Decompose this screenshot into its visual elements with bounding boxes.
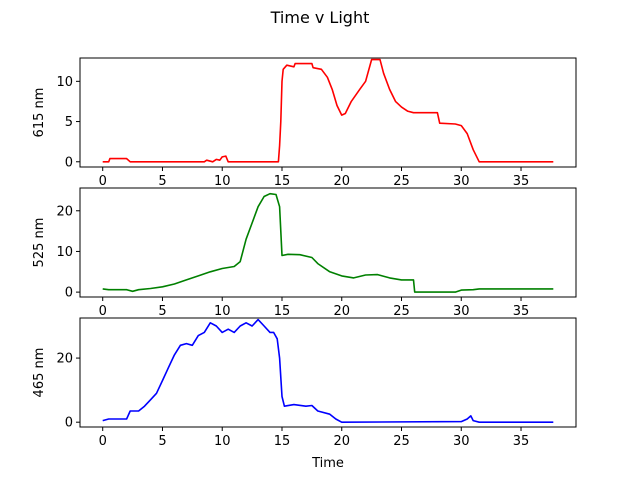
y-tick-label: 0 (65, 416, 73, 431)
y-axis-label: 525 nm (32, 218, 47, 268)
subplot-2: 0 5 10 15 20 25 30 35 0 10 20 525 nm (32, 187, 577, 319)
x-tick-label: 15 (274, 434, 291, 449)
plot-frame (79, 317, 577, 428)
chart-title: Time v Light (270, 8, 370, 27)
x-tick-label: 10 (214, 304, 231, 319)
x-tick-label: 0 (99, 304, 107, 319)
x-tick-label: 20 (333, 174, 350, 189)
series-line (102, 58, 554, 163)
subplot-1: 0 5 10 15 20 25 30 35 0 5 10 615 nm (32, 57, 577, 189)
x-tick-label: 35 (513, 304, 530, 319)
y-axis-label: 615 nm (32, 88, 47, 138)
y-axis-label: 465 nm (32, 348, 47, 398)
series-line (102, 192, 554, 293)
x-tick-label: 25 (393, 434, 410, 449)
y-tick-label: 0 (65, 286, 73, 301)
subplot-3: 0 5 10 15 20 25 30 35 0 20 465 nm (32, 317, 577, 449)
x-tick-label: 25 (393, 304, 410, 319)
y-tick-label: 20 (56, 352, 73, 367)
x-tick-label: 5 (158, 304, 166, 319)
x-tick-label: 0 (99, 174, 107, 189)
x-tick-label: 35 (513, 434, 530, 449)
x-tick-label: 0 (99, 434, 107, 449)
x-tick-label: 35 (513, 174, 530, 189)
x-tick-label: 15 (274, 174, 291, 189)
plot-frame (79, 187, 577, 298)
plot-frame (79, 57, 577, 168)
x-tick-label: 20 (333, 304, 350, 319)
y-tick-label: 10 (56, 245, 73, 260)
x-tick-label: 10 (214, 434, 231, 449)
subplots: 0 5 10 15 20 25 30 35 0 5 10 615 nm 0 5 10 15 20 25 30 35 0 1… (32, 57, 577, 449)
x-tick-label: 30 (453, 434, 470, 449)
x-tick-label: 20 (333, 434, 350, 449)
x-tick-label: 30 (453, 304, 470, 319)
y-tick-label: 0 (65, 155, 73, 170)
x-tick-label: 5 (158, 174, 166, 189)
y-tick-label: 10 (56, 75, 73, 90)
x-tick-label: 25 (393, 174, 410, 189)
x-tick-label: 15 (274, 304, 291, 319)
x-tick-label: 5 (158, 434, 166, 449)
y-tick-label: 20 (56, 204, 73, 219)
x-tick-label: 10 (214, 174, 231, 189)
y-tick-label: 5 (65, 115, 73, 130)
x-tick-label: 30 (453, 174, 470, 189)
x-axis-label: Time (311, 456, 344, 471)
series-line (102, 318, 554, 423)
